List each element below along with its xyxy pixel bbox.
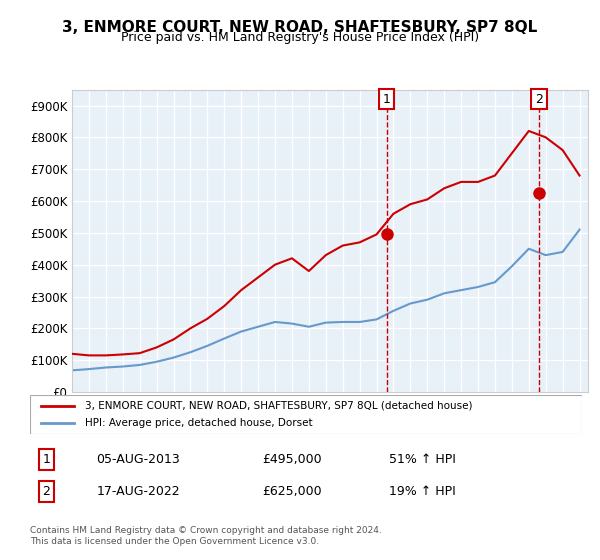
Text: 2: 2: [43, 485, 50, 498]
Text: HPI: Average price, detached house, Dorset: HPI: Average price, detached house, Dors…: [85, 418, 313, 428]
Text: Contains HM Land Registry data © Crown copyright and database right 2024.
This d: Contains HM Land Registry data © Crown c…: [30, 526, 382, 546]
Text: 3, ENMORE COURT, NEW ROAD, SHAFTESBURY, SP7 8QL (detached house): 3, ENMORE COURT, NEW ROAD, SHAFTESBURY, …: [85, 401, 473, 411]
Text: 05-AUG-2013: 05-AUG-2013: [96, 453, 180, 466]
Text: 3, ENMORE COURT, NEW ROAD, SHAFTESBURY, SP7 8QL: 3, ENMORE COURT, NEW ROAD, SHAFTESBURY, …: [62, 20, 538, 35]
Text: 51% ↑ HPI: 51% ↑ HPI: [389, 453, 455, 466]
Text: 19% ↑ HPI: 19% ↑ HPI: [389, 485, 455, 498]
Text: 2: 2: [535, 92, 543, 106]
Text: Price paid vs. HM Land Registry's House Price Index (HPI): Price paid vs. HM Land Registry's House …: [121, 31, 479, 44]
Text: 1: 1: [43, 453, 50, 466]
Text: £625,000: £625,000: [262, 485, 322, 498]
FancyBboxPatch shape: [30, 395, 582, 434]
Text: 1: 1: [383, 92, 391, 106]
Text: £495,000: £495,000: [262, 453, 322, 466]
Text: 17-AUG-2022: 17-AUG-2022: [96, 485, 180, 498]
